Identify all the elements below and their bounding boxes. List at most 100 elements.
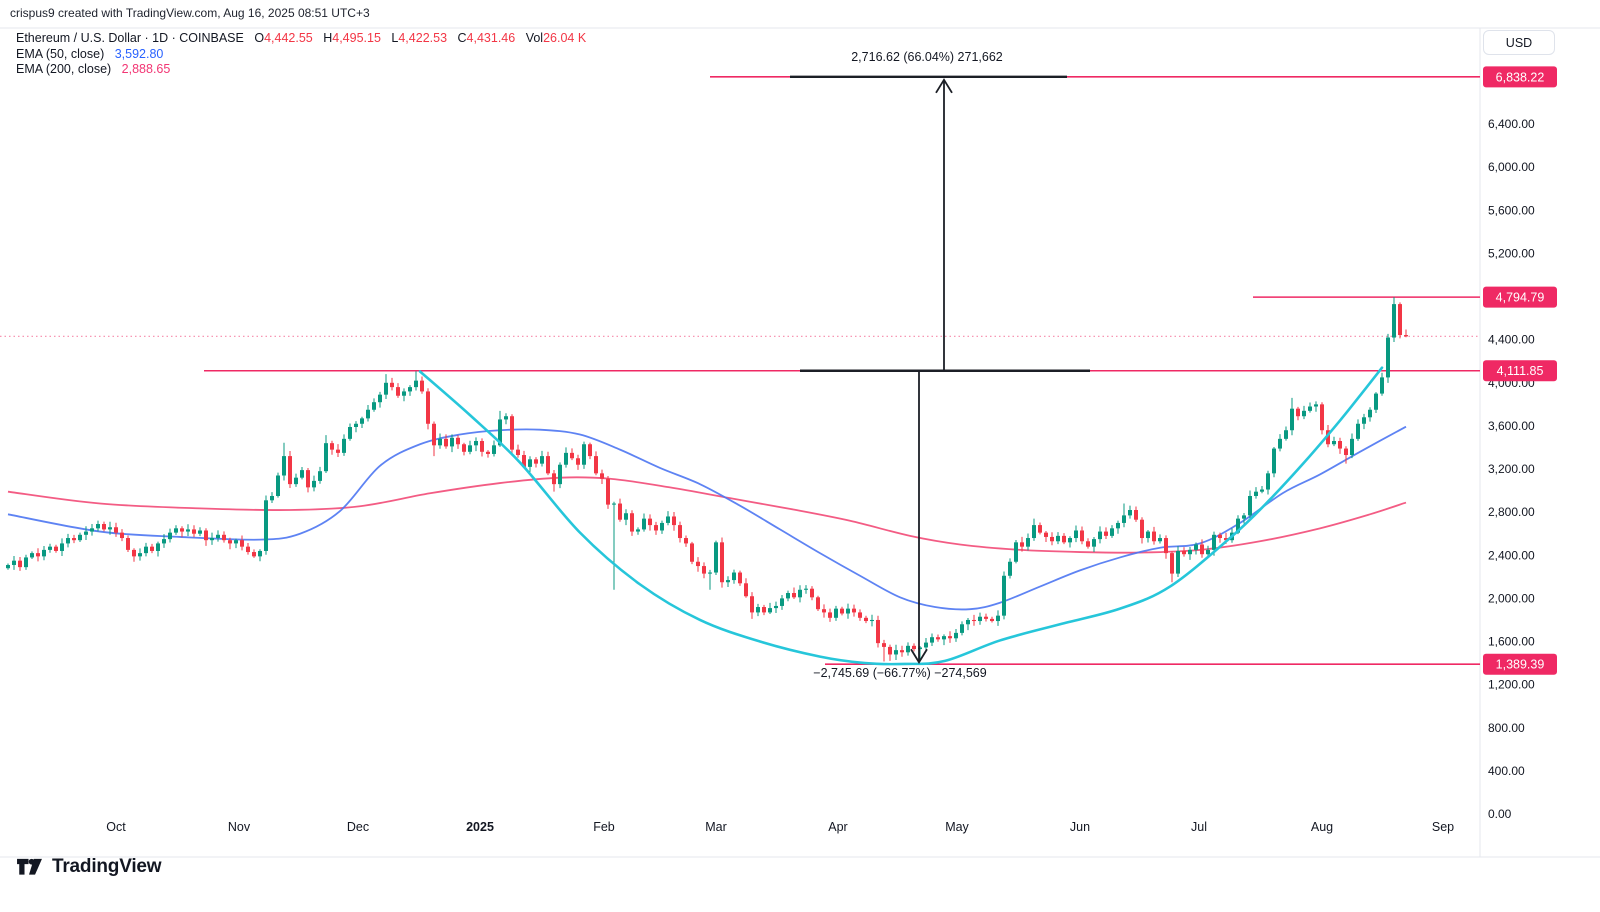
candle bbox=[186, 529, 190, 532]
candle bbox=[60, 543, 64, 551]
ema50-value: 3,592.80 bbox=[114, 46, 164, 61]
candle bbox=[1026, 538, 1030, 547]
candle bbox=[858, 612, 862, 618]
candle bbox=[582, 444, 586, 465]
candle bbox=[1140, 519, 1144, 539]
candle bbox=[162, 539, 166, 544]
candle bbox=[126, 538, 130, 550]
candle bbox=[1170, 553, 1174, 574]
candle bbox=[942, 636, 946, 640]
month-tick-label: May bbox=[945, 820, 969, 834]
candle bbox=[330, 443, 334, 450]
candle bbox=[882, 643, 886, 647]
candle bbox=[1362, 417, 1366, 424]
candle bbox=[738, 572, 742, 584]
candle bbox=[1302, 410, 1306, 417]
price-tick-label: 5,600.00 bbox=[1488, 203, 1535, 217]
candle bbox=[348, 426, 352, 439]
candle bbox=[528, 459, 532, 467]
candle bbox=[1104, 531, 1108, 536]
candle bbox=[1074, 530, 1078, 539]
candle bbox=[780, 598, 784, 606]
symbol-title: Ethereum / U.S. Dollar · 1D · COINBASE bbox=[16, 31, 244, 45]
ema50-line[interactable] bbox=[7, 425, 1407, 611]
candle bbox=[522, 455, 526, 467]
candle bbox=[318, 471, 322, 481]
candle bbox=[732, 572, 736, 581]
candle bbox=[954, 632, 958, 639]
candle bbox=[600, 473, 604, 479]
candle bbox=[6, 564, 10, 569]
candle bbox=[768, 608, 772, 613]
tradingview-brand-text: TradingView bbox=[52, 855, 162, 877]
candle bbox=[1332, 441, 1336, 445]
ema50-legend-row[interactable]: EMA (50, close) 3,592.80 bbox=[16, 47, 586, 63]
ema50-label: EMA (50, close) bbox=[16, 46, 105, 61]
candle bbox=[1002, 575, 1006, 616]
candle bbox=[1032, 525, 1036, 539]
candle bbox=[864, 617, 868, 622]
candle bbox=[1134, 510, 1138, 520]
candle bbox=[1404, 335, 1408, 337]
candle bbox=[1272, 448, 1276, 474]
candle bbox=[552, 473, 556, 485]
candle bbox=[870, 619, 874, 622]
candle bbox=[564, 452, 568, 465]
candle bbox=[396, 387, 400, 396]
price-tick-label: 6,000.00 bbox=[1488, 160, 1535, 174]
candle bbox=[12, 560, 16, 565]
price-range-measure[interactable]: 2,716.62 (66.04%) 271,662 −2,745.69 (−66.… bbox=[790, 50, 1090, 680]
candle bbox=[1044, 532, 1048, 537]
candle bbox=[102, 524, 106, 530]
currency-toggle-button[interactable]: USD bbox=[1483, 30, 1555, 55]
candle bbox=[450, 437, 454, 447]
candle bbox=[624, 513, 628, 520]
watermark: crispus9 created with TradingView.com, A… bbox=[10, 6, 370, 20]
candle bbox=[1236, 518, 1240, 533]
price-axis[interactable]: 6,400.00 6,000.00 5,600.00 5,200.00 4,400.00… bbox=[1483, 66, 1557, 821]
candle bbox=[240, 540, 244, 547]
candle bbox=[900, 650, 904, 653]
candle bbox=[684, 538, 688, 544]
symbol-legend-row[interactable]: Ethereum / U.S. Dollar · 1D · COINBASE O… bbox=[16, 31, 586, 47]
candle bbox=[402, 391, 406, 396]
drawn-curve[interactable] bbox=[418, 366, 1384, 666]
candle bbox=[432, 423, 436, 446]
candle bbox=[612, 503, 616, 505]
candle bbox=[1116, 522, 1120, 529]
candle bbox=[678, 525, 682, 539]
chart-legend: Ethereum / U.S. Dollar · 1D · COINBASE O… bbox=[16, 31, 586, 78]
candle bbox=[816, 597, 820, 610]
measure-down-label: −2,745.69 (−66.77%) −274,569 bbox=[813, 666, 986, 680]
candle bbox=[744, 583, 748, 597]
candle bbox=[264, 500, 268, 551]
candle bbox=[132, 549, 136, 557]
candle bbox=[852, 608, 856, 613]
time-axis[interactable]: Oct Nov Dec 2025 Feb Mar Apr May Jun Jul Aug Sep bbox=[106, 820, 1454, 834]
candle bbox=[894, 650, 898, 655]
candle bbox=[468, 445, 472, 452]
candle bbox=[90, 528, 94, 532]
price-level-badge: 4,111.85 bbox=[1483, 360, 1557, 382]
candle bbox=[840, 608, 844, 614]
down-arrowhead-icon bbox=[910, 648, 928, 664]
candle bbox=[246, 546, 250, 553]
price-tick-label: 1,600.00 bbox=[1488, 635, 1535, 649]
ema200-value: 2,888.65 bbox=[121, 62, 171, 76]
candle bbox=[306, 470, 310, 488]
candle bbox=[444, 438, 448, 447]
tradingview-footer[interactable]: TradingView bbox=[16, 855, 162, 878]
candle bbox=[1038, 525, 1042, 533]
candle bbox=[1314, 404, 1318, 407]
price-tick-label: 400.00 bbox=[1488, 764, 1525, 778]
candle bbox=[1380, 377, 1384, 394]
price-tick-label: 0.00 bbox=[1488, 807, 1512, 821]
candle bbox=[144, 546, 148, 554]
candle bbox=[990, 618, 994, 622]
candle bbox=[972, 619, 976, 622]
candle bbox=[1326, 430, 1330, 445]
ema200-line[interactable] bbox=[7, 476, 1407, 554]
candle bbox=[486, 451, 490, 454]
ema200-legend-row[interactable]: EMA (200, close) 2,888.65 bbox=[16, 62, 586, 78]
